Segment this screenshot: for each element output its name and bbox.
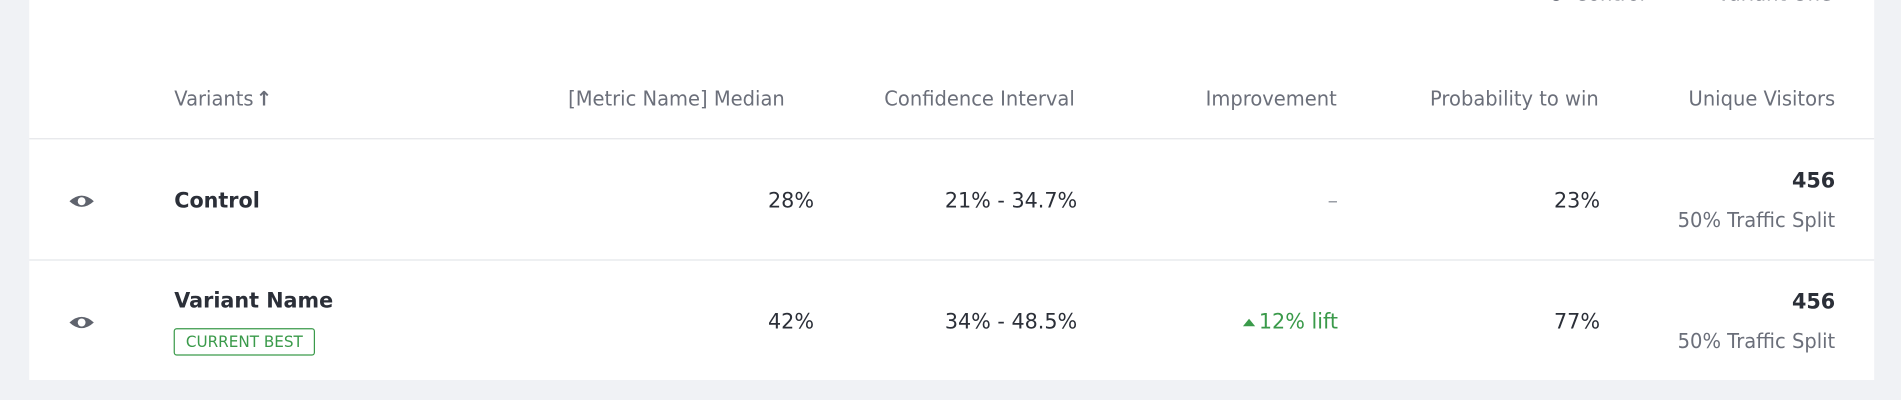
column-header: Unique Visitors: [1689, 87, 1836, 110]
confidence-interval: 34% - 48.5%: [945, 309, 1077, 333]
variant-name: Variant Name: [174, 288, 333, 312]
improvement: 12% lift: [1259, 309, 1338, 333]
column-header: Confidence Interval: [884, 87, 1074, 110]
visitors: 456: [1792, 289, 1835, 313]
probability: 77%: [1554, 309, 1600, 333]
view-icon-pupil[interactable]: [77, 197, 86, 206]
probability: 23%: [1554, 188, 1600, 212]
view-icon-pupil[interactable]: [77, 318, 86, 327]
median: 28%: [768, 188, 814, 212]
sort-icon[interactable]: ↑: [256, 87, 272, 110]
visitors: 456: [1792, 168, 1835, 192]
rows: Control 28% 21% - 34.7% – 23% 456 50% Traffic …: [69, 168, 1836, 356]
column-header: [Metric Name] Median: [568, 87, 785, 110]
median: 42%: [768, 309, 814, 333]
traffic-split: 50% Traffic Split: [1678, 209, 1836, 232]
column-header: Improvement: [1206, 87, 1337, 110]
legend-item: Variant One: [1717, 0, 1832, 6]
legend-item: Control: [1574, 0, 1644, 6]
lift-arrow: [1242, 318, 1256, 327]
variant-name: Control: [174, 188, 260, 212]
column-header: Probability to win: [1430, 87, 1599, 110]
column-header[interactable]: Variants: [174, 87, 253, 110]
improvement: –: [1328, 188, 1338, 212]
confidence-interval: 21% - 34.7%: [945, 188, 1077, 212]
badge: CURRENT BEST: [186, 333, 304, 351]
traffic-split: 50% Traffic Split: [1678, 330, 1836, 353]
badge-box: [173, 328, 316, 356]
card: [29, 0, 1875, 380]
